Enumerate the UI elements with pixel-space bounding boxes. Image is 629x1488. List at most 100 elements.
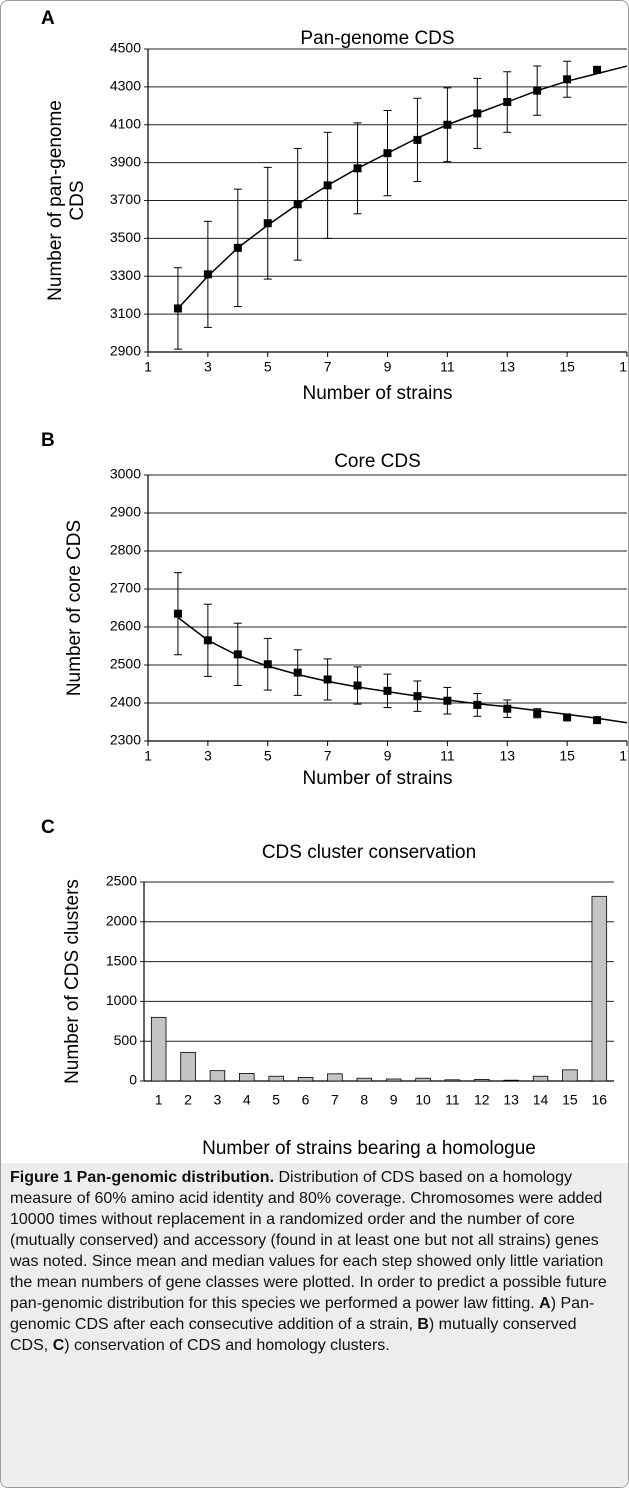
caption-item-text: ) conservation of CDS and homology clust… xyxy=(64,1337,390,1354)
point xyxy=(473,700,482,709)
y-tick-label: 3900 xyxy=(110,153,141,169)
caption-item-label: B xyxy=(417,1316,429,1333)
point xyxy=(293,200,302,209)
y-tick-label: 2700 xyxy=(110,580,141,596)
point xyxy=(443,120,452,129)
x-tick-label: 15 xyxy=(559,748,575,764)
y-tick-label: 2900 xyxy=(110,504,141,520)
panel-label: B xyxy=(41,430,55,451)
point xyxy=(173,304,182,313)
x-tick-label: 10 xyxy=(415,1092,431,1108)
point xyxy=(503,704,512,713)
point xyxy=(233,650,242,659)
x-tick-label: 7 xyxy=(324,748,332,764)
point xyxy=(233,243,242,252)
x-tick-label: 1 xyxy=(155,1092,163,1108)
x-tick-label: 6 xyxy=(302,1092,310,1108)
y-tick-label: 4100 xyxy=(110,115,141,131)
chart-title: Core CDS xyxy=(334,451,421,472)
y-tick-label: 2900 xyxy=(110,343,141,359)
x-tick-label: 11 xyxy=(440,748,455,764)
point xyxy=(563,75,572,84)
x-tick-label: 1 xyxy=(144,359,152,375)
x-tick-label: 5 xyxy=(272,1092,280,1108)
x-tick-label: 9 xyxy=(384,748,392,764)
caption: Figure 1 Pan-genomic distribution. Distr… xyxy=(1,1163,628,1487)
point xyxy=(323,675,332,684)
bar xyxy=(444,1079,461,1082)
point xyxy=(353,681,362,690)
y-tick-label: 2000 xyxy=(106,913,137,929)
y-axis-label: Number of core CDS xyxy=(64,520,85,696)
y-tick-label: 2400 xyxy=(110,694,141,710)
bar xyxy=(209,1070,226,1082)
y-tick-label: 3000 xyxy=(110,466,141,482)
y-tick-label: 4500 xyxy=(110,40,141,56)
y-tick-label: 2600 xyxy=(110,618,141,634)
point xyxy=(413,692,422,701)
fit-line xyxy=(177,65,628,309)
point xyxy=(263,660,272,669)
point xyxy=(533,709,542,718)
panel-label: A xyxy=(41,8,55,29)
panel-label: C xyxy=(41,817,55,838)
bar xyxy=(562,1069,578,1082)
y-tick-label: 1000 xyxy=(106,992,137,1008)
y-tick-label: 1500 xyxy=(106,952,137,968)
y-tick-label: 4300 xyxy=(110,78,141,94)
bar xyxy=(239,1073,255,1082)
y-tick-label: 3500 xyxy=(110,229,141,245)
y-tick-label: 2800 xyxy=(110,542,141,558)
bar xyxy=(385,1078,402,1082)
bar xyxy=(415,1077,431,1082)
point xyxy=(353,164,362,173)
bar xyxy=(591,895,608,1082)
y-tick-label: 2300 xyxy=(110,732,141,748)
x-tick-label: 3 xyxy=(204,359,212,375)
y-tick-label: 2500 xyxy=(110,656,141,672)
y-axis-label: CDS xyxy=(67,180,88,220)
bar xyxy=(297,1077,314,1082)
caption-item-text: ) Pan-genomic CDS after each consecutive… xyxy=(10,1295,595,1333)
point xyxy=(473,109,482,118)
x-axis-label: Number of strains xyxy=(303,768,453,789)
point xyxy=(413,135,422,144)
x-tick-label: 9 xyxy=(390,1092,398,1108)
bar xyxy=(356,1077,373,1082)
point xyxy=(263,219,272,228)
x-tick-label: 16 xyxy=(592,1092,608,1108)
charts: A Pan-genome CDS Number of strains Number o… xyxy=(41,8,628,1159)
caption-item-text: ) mutually conserved CDS, xyxy=(10,1316,577,1354)
x-axis-label: Number of strains bearing a homologue xyxy=(202,1138,536,1159)
x-tick-label: 7 xyxy=(324,359,332,375)
bar xyxy=(503,1079,519,1082)
caption-item-label: A xyxy=(539,1295,551,1312)
bar xyxy=(268,1075,284,1082)
x-tick-label: 9 xyxy=(384,359,392,375)
x-tick-label: 7 xyxy=(331,1092,339,1108)
caption-body: Distribution of CDS based on a homology … xyxy=(10,1169,607,1312)
x-tick-label: 14 xyxy=(533,1092,549,1108)
x-tick-label: 12 xyxy=(474,1092,490,1108)
y-tick-label: 3700 xyxy=(110,191,141,207)
point xyxy=(533,86,542,95)
point xyxy=(203,270,212,279)
point xyxy=(383,686,392,695)
x-tick-label: 5 xyxy=(264,359,272,375)
bar xyxy=(180,1051,196,1082)
x-tick-label: 15 xyxy=(562,1092,578,1108)
point xyxy=(593,716,602,725)
x-tick-label: 17 xyxy=(619,748,628,764)
y-tick-label: 2500 xyxy=(106,873,137,889)
y-axis-label: Number of pan-genome xyxy=(45,100,66,301)
x-tick-label: 11 xyxy=(445,1092,460,1108)
point xyxy=(293,668,302,677)
x-axis-label: Number of strains xyxy=(303,383,453,404)
point xyxy=(203,636,212,645)
point xyxy=(323,181,332,190)
point xyxy=(563,713,572,722)
x-tick-label: 3 xyxy=(214,1092,222,1108)
point xyxy=(173,609,182,618)
point xyxy=(383,149,392,158)
